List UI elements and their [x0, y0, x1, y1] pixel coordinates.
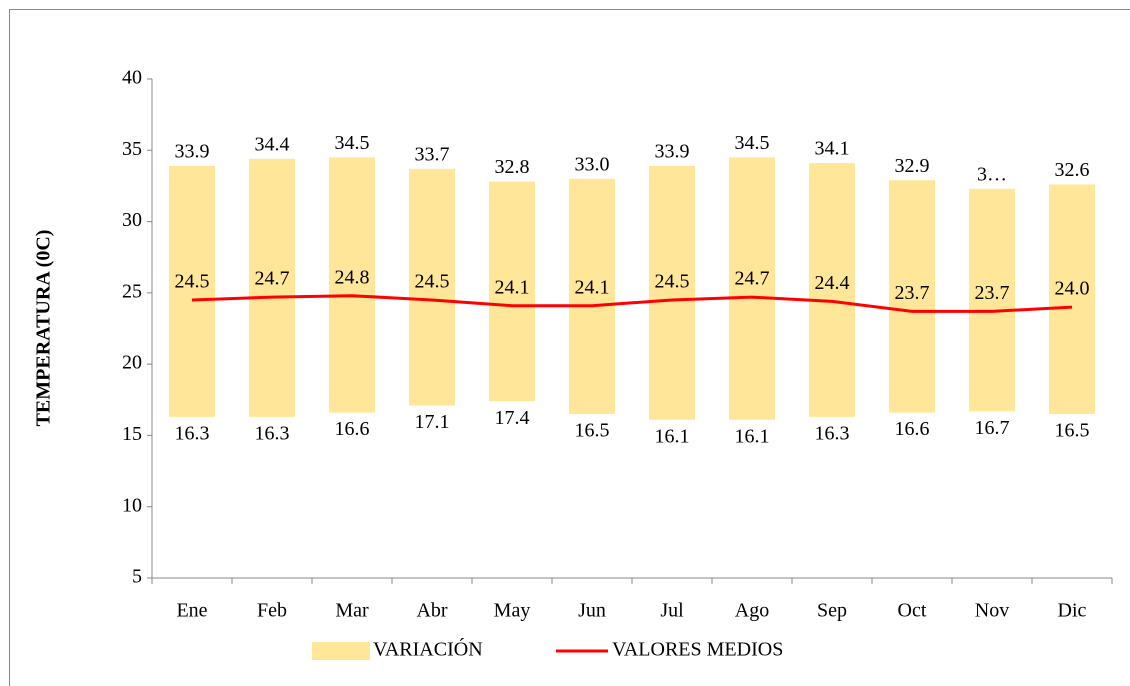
x-tick-label: Abr: [416, 600, 447, 622]
x-tick-label: Ene: [176, 600, 207, 622]
low-label: 16.3: [255, 422, 290, 444]
high-label: 33.0: [575, 153, 610, 175]
range-bar: [809, 163, 855, 417]
high-label: 34.1: [815, 138, 850, 160]
low-label: 17.4: [495, 407, 530, 429]
high-label: 33.7: [415, 143, 450, 165]
high-label: 3…: [977, 163, 1007, 185]
low-label: 16.6: [335, 418, 370, 440]
mean-label: 24.8: [335, 266, 370, 288]
range-bar: [1049, 184, 1095, 415]
range-bar: [409, 168, 455, 406]
mean-label: 24.5: [655, 271, 690, 293]
low-label: 16.3: [815, 422, 850, 444]
legend-label: VALORES MEDIOS: [612, 639, 783, 661]
y-axis-title: TEMPERATURA (0C): [33, 230, 55, 427]
mean-label: 23.7: [895, 282, 930, 304]
high-label: 34.5: [735, 132, 770, 154]
low-label: 16.5: [1055, 420, 1090, 442]
legend-swatch: [312, 642, 370, 660]
range-bar: [169, 165, 215, 417]
mean-label: 23.7: [975, 282, 1010, 304]
high-label: 32.8: [495, 156, 530, 178]
x-tick-label: Sep: [817, 600, 847, 622]
x-tick-label: Mar: [335, 600, 369, 622]
range-bar: [729, 157, 775, 420]
y-tick-label: 40: [122, 67, 142, 89]
low-label: 16.3: [175, 422, 210, 444]
low-label: 16.6: [895, 418, 930, 440]
mean-label: 24.7: [255, 268, 290, 290]
y-tick-label: 10: [122, 494, 142, 516]
high-label: 34.4: [255, 133, 290, 155]
mean-label: 24.5: [175, 271, 210, 293]
mean-label: 24.4: [815, 272, 850, 294]
range-bar: [249, 158, 295, 417]
x-tick-label: Feb: [257, 600, 287, 622]
low-label: 16.1: [735, 425, 770, 447]
y-tick-label: 30: [122, 209, 142, 231]
low-label: 16.7: [975, 417, 1010, 439]
mean-label: 24.0: [1055, 278, 1090, 300]
low-label: 16.5: [575, 420, 610, 442]
high-label: 33.9: [655, 141, 690, 163]
mean-label: 24.1: [495, 276, 530, 298]
low-label: 16.1: [655, 425, 690, 447]
legend-label: VARIACIÓN: [373, 637, 483, 661]
x-tick-label: Ago: [735, 600, 769, 622]
range-bar: [649, 165, 695, 420]
y-tick-label: 35: [122, 138, 142, 160]
chart-border: [9, 9, 1130, 686]
y-tick-label: 5: [132, 566, 142, 588]
mean-label: 24.1: [575, 276, 610, 298]
range-bar: [969, 188, 1015, 412]
mean-label: 24.5: [415, 271, 450, 293]
x-tick-label: Jul: [660, 600, 684, 622]
x-tick-label: Nov: [975, 600, 1009, 622]
low-label: 17.1: [415, 411, 450, 433]
high-label: 34.5: [335, 132, 370, 154]
x-tick-label: Jun: [578, 600, 606, 622]
mean-line: [191, 294, 1073, 313]
x-tick-label: Dic: [1058, 600, 1087, 622]
x-tick-label: May: [494, 600, 531, 622]
range-bar: [489, 181, 535, 402]
range-bar: [569, 178, 615, 415]
mean-label: 24.7: [735, 268, 770, 290]
y-tick-label: 15: [122, 423, 142, 445]
range-bar: [889, 180, 935, 413]
y-tick-label: 20: [122, 352, 142, 374]
range-bar: [329, 157, 375, 413]
x-tick-label: Oct: [898, 600, 927, 622]
high-label: 32.9: [895, 155, 930, 177]
y-tick-label: 25: [122, 280, 142, 302]
high-label: 33.9: [175, 141, 210, 163]
high-label: 32.6: [1055, 159, 1090, 181]
